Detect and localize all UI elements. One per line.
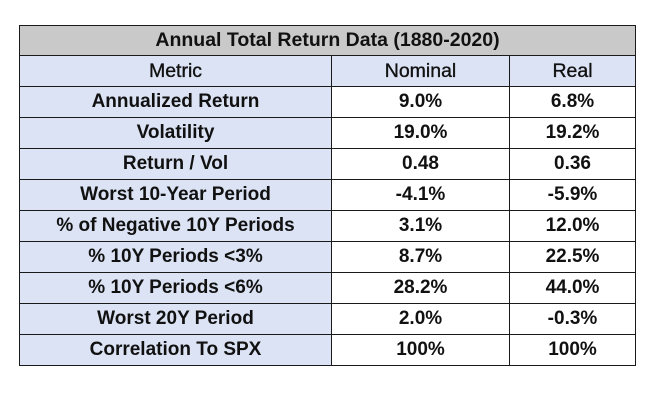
real-value-cell: 22.5% <box>509 241 636 273</box>
metric-cell: % 10Y Periods <3% <box>19 241 332 273</box>
real-value-cell: 19.2% <box>509 117 636 149</box>
column-header-real: Real <box>509 55 636 87</box>
real-value-cell: 100% <box>509 334 636 366</box>
return-data-table: Annual Total Return Data (1880-2020) Met… <box>19 25 636 366</box>
metric-cell: Return / Vol <box>19 148 332 180</box>
nominal-value-cell: 28.2% <box>331 272 510 304</box>
table-row: % 10Y Periods <6% 28.2% 44.0% <box>19 272 636 304</box>
nominal-value-cell: -4.1% <box>331 179 510 211</box>
table-title: Annual Total Return Data (1880-2020) <box>19 25 636 56</box>
real-value-cell: -5.9% <box>509 179 636 211</box>
table-row: % of Negative 10Y Periods 3.1% 12.0% <box>19 210 636 242</box>
nominal-value-cell: 3.1% <box>331 210 510 242</box>
table-row: Return / Vol 0.48 0.36 <box>19 148 636 180</box>
return-data-table-container: Annual Total Return Data (1880-2020) Met… <box>19 25 636 366</box>
column-header-nominal: Nominal <box>331 55 510 87</box>
nominal-value-cell: 0.48 <box>331 148 510 180</box>
metric-cell: % of Negative 10Y Periods <box>19 210 332 242</box>
table-row: Volatility 19.0% 19.2% <box>19 117 636 149</box>
metric-cell: % 10Y Periods <6% <box>19 272 332 304</box>
metric-cell: Worst 10-Year Period <box>19 179 332 211</box>
table-header-row: Metric Nominal Real <box>19 55 636 87</box>
nominal-value-cell: 8.7% <box>331 241 510 273</box>
nominal-value-cell: 9.0% <box>331 86 510 118</box>
table-row: Annualized Return 9.0% 6.8% <box>19 86 636 118</box>
real-value-cell: 6.8% <box>509 86 636 118</box>
metric-cell: Volatility <box>19 117 332 149</box>
nominal-value-cell: 19.0% <box>331 117 510 149</box>
table-row: Worst 10-Year Period -4.1% -5.9% <box>19 179 636 211</box>
table-row: % 10Y Periods <3% 8.7% 22.5% <box>19 241 636 273</box>
table-row: Correlation To SPX 100% 100% <box>19 334 636 366</box>
real-value-cell: -0.3% <box>509 303 636 335</box>
real-value-cell: 12.0% <box>509 210 636 242</box>
table-title-row: Annual Total Return Data (1880-2020) <box>19 25 636 56</box>
nominal-value-cell: 2.0% <box>331 303 510 335</box>
column-header-metric: Metric <box>19 55 332 87</box>
real-value-cell: 0.36 <box>509 148 636 180</box>
metric-cell: Annualized Return <box>19 86 332 118</box>
real-value-cell: 44.0% <box>509 272 636 304</box>
nominal-value-cell: 100% <box>331 334 510 366</box>
metric-cell: Worst 20Y Period <box>19 303 332 335</box>
metric-cell: Correlation To SPX <box>19 334 332 366</box>
table-row: Worst 20Y Period 2.0% -0.3% <box>19 303 636 335</box>
